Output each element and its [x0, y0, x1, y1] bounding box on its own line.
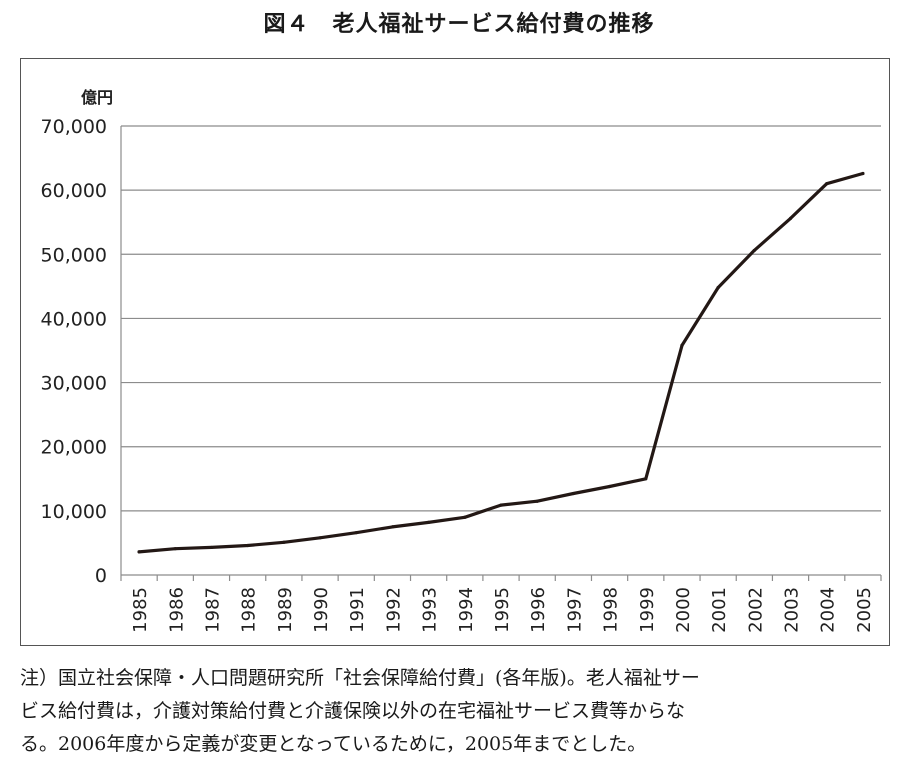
y-tick-label: 70,000 — [41, 116, 107, 138]
x-tick-label: 2000 — [673, 587, 694, 633]
y-tick-label: 10,000 — [41, 501, 107, 523]
x-tick-label: 1986 — [166, 587, 187, 633]
x-tick-label: 2001 — [709, 587, 730, 633]
data-point — [571, 491, 575, 496]
x-tick-label: 1992 — [383, 587, 404, 633]
x-tick-label: 1995 — [492, 587, 513, 633]
data-point — [463, 515, 467, 519]
line-chart: 0 10,000 20,000 30,000 40,000 50,000 60,000 70,… — [41, 88, 882, 633]
x-tick-label: 1985 — [130, 587, 151, 633]
x-tick-label: 1996 — [528, 587, 549, 633]
x-tick-label: 1991 — [347, 587, 368, 633]
figure-note: 注）国立社会保障・人口問題研究所「社会保障給付費」(各年版)。老人福祉サー ビス… — [20, 662, 902, 761]
data-point — [644, 477, 648, 481]
x-tick-label: 2005 — [854, 587, 875, 633]
figure-title: 図４ 老人福祉サービス給付費の推移 — [263, 11, 655, 37]
x-tick-label: 1988 — [239, 587, 260, 633]
data-point — [535, 499, 539, 503]
note-line-3: る。2006年度から定義が変更となっているために，2005年までとした。 — [20, 733, 647, 755]
data-point — [825, 182, 829, 186]
data-point — [427, 520, 431, 525]
x-tick-label: 2002 — [745, 587, 766, 633]
x-tick-label: 1987 — [202, 587, 223, 633]
note-line-2: ビス給付費は，介護対策給付費と介護保険以外の在宅福祉サービス費等からな — [20, 700, 686, 722]
data-point — [680, 343, 684, 347]
data-point — [137, 550, 141, 554]
y-tick-label: 20,000 — [41, 437, 107, 459]
x-tick-label: 2003 — [782, 587, 803, 633]
data-point — [861, 171, 865, 176]
data-point — [390, 525, 395, 529]
x-tick-label: 1990 — [311, 587, 332, 633]
data-point — [499, 503, 503, 507]
y-tick-label: 0 — [95, 565, 107, 587]
data-point — [354, 531, 358, 535]
x-tick-label: 1994 — [456, 587, 477, 633]
data-point — [209, 545, 214, 550]
x-tick-label: 1997 — [564, 587, 585, 633]
x-tick-label: 1998 — [601, 587, 622, 633]
y-tick-label: 40,000 — [41, 308, 107, 330]
data-point — [173, 547, 177, 551]
x-tick-label: 1993 — [420, 587, 441, 633]
data-point — [318, 536, 322, 540]
y-tick-label: 50,000 — [41, 244, 107, 266]
x-tick-label: 2004 — [818, 587, 839, 633]
data-point — [788, 216, 793, 220]
data-point — [246, 543, 250, 548]
series-line — [137, 171, 865, 554]
y-tick-label: 60,000 — [41, 180, 107, 202]
data-point — [607, 484, 612, 489]
y-tick-label: 30,000 — [41, 373, 107, 395]
data-point — [716, 286, 720, 290]
x-tick-label: 1989 — [275, 587, 296, 633]
y-unit-label: 億円 — [81, 88, 113, 107]
chart-frame: 0 10,000 20,000 30,000 40,000 50,000 60,000 70,… — [20, 58, 890, 646]
data-point — [282, 540, 286, 544]
data-point — [752, 248, 756, 253]
x-tick-label: 1999 — [637, 587, 658, 633]
note-line-1: 注）国立社会保障・人口問題研究所「社会保障給付費」(各年版)。老人福祉サー — [20, 667, 700, 689]
